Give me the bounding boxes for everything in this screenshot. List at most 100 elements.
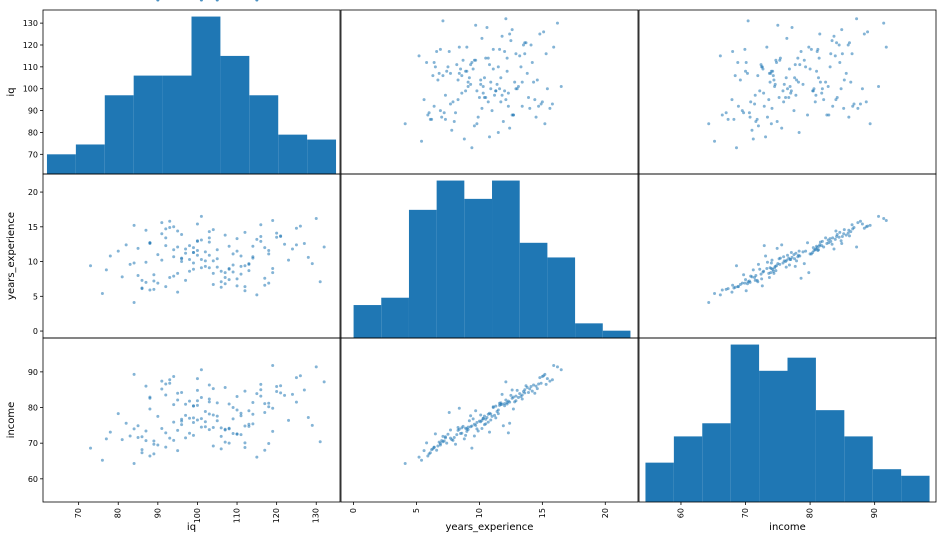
scatter-point-iq-vs-years_experience-36 (460, 91, 464, 95)
scatter-point-iq-vs-years_experience-80 (495, 82, 499, 86)
scatter-point-income-vs-iq-111 (259, 394, 263, 398)
scatter-point-iq-vs-years_experience-83 (477, 95, 481, 99)
scatter-point-years_experience-vs-iq-133 (191, 261, 195, 265)
scatter-point-years_experience-vs-iq-118 (223, 271, 227, 275)
scatter-point-years_experience-vs-iq-120 (247, 262, 251, 266)
hist-bar-income-5 (787, 357, 816, 502)
scatter-point-income-vs-iq-46 (172, 420, 176, 424)
scatter-point-years_experience-vs-iq-5 (271, 271, 275, 275)
scatter-point-income-vs-iq-149 (199, 0, 203, 2)
scatter-point-iq-vs-years_experience-137 (489, 80, 493, 84)
scatter-point-iq-vs-years_experience-14 (403, 122, 407, 126)
scatter-point-iq-vs-income-11 (730, 98, 734, 102)
scatter-point-years_experience-vs-iq-63 (267, 248, 271, 252)
scatter-point-years_experience-vs-income-139 (815, 246, 819, 250)
scatter-point-iq-vs-income-88 (761, 67, 765, 71)
scatter-point-income-vs-iq-38 (156, 443, 160, 447)
scatter-point-iq-vs-income-97 (844, 71, 848, 75)
scatter-point-years_experience-vs-iq-39 (227, 244, 231, 248)
scatter-point-income-vs-iq-138 (176, 428, 180, 432)
scatter-point-iq-vs-income-26 (820, 87, 824, 91)
scatter-point-years_experience-vs-iq-144 (188, 257, 192, 261)
scatter-point-income-vs-iq-94 (188, 399, 192, 403)
scatter-point-years_experience-vs-iq-53 (223, 276, 227, 280)
scatter-point-iq-vs-years_experience-2 (500, 34, 504, 38)
scatter-point-income-vs-iq-0 (199, 425, 203, 429)
scatter-point-iq-vs-income-89 (813, 100, 817, 104)
scatter-point-years_experience-vs-income-14 (707, 301, 711, 305)
scatter-point-years_experience-vs-iq-101 (310, 262, 314, 266)
scatter-point-years_experience-vs-iq-107 (275, 235, 279, 239)
scatter-point-income-vs-iq-3 (164, 431, 168, 435)
scatter-point-years_experience-vs-income-55 (778, 256, 782, 260)
scatter-point-iq-vs-years_experience-43 (470, 146, 474, 150)
scatter-point-years_experience-vs-iq-31 (219, 280, 223, 284)
scatter-point-iq-vs-income-56 (736, 104, 740, 108)
scatter-point-income-vs-years_experience-102 (504, 398, 508, 402)
scatter-point-iq-vs-income-71 (744, 69, 748, 73)
scatter-point-iq-vs-years_experience-102 (504, 98, 508, 102)
scatter-point-income-vs-iq-136 (144, 384, 148, 388)
scatter-point-years_experience-vs-income-127 (753, 276, 757, 280)
scatter-point-income-vs-iq-139 (263, 402, 267, 406)
scatter-point-income-vs-years_experience-75 (436, 444, 440, 448)
scatter-point-years_experience-vs-income-134 (808, 252, 812, 256)
scatter-point-years_experience-vs-iq-80 (203, 250, 207, 254)
scatter-point-income-vs-iq-113 (172, 375, 176, 378)
scatter-point-iq-vs-income-4 (720, 113, 724, 117)
scatter-point-iq-vs-income-43 (734, 146, 738, 150)
scatter-point-years_experience-vs-income-67 (830, 242, 834, 246)
scatter-point-iq-vs-income-19 (745, 71, 749, 75)
x-tick-label-income-0: 60 (676, 508, 685, 518)
scatter-point-iq-vs-years_experience-95 (435, 50, 439, 54)
x-tick-label-years_experience-1: 5 (412, 508, 421, 513)
scatter-point-iq-vs-years_experience-75 (436, 78, 440, 82)
hist-bar-years_experience-7 (547, 257, 576, 338)
scatter-point-iq-vs-income-110 (724, 111, 728, 115)
scatter-point-years_experience-vs-iq-16 (191, 267, 195, 271)
scatter-point-iq-vs-years_experience-25 (454, 111, 458, 115)
scatter-point-income-vs-iq-4 (148, 454, 152, 458)
scatter-point-income-vs-iq-2 (290, 392, 294, 396)
scatter-point-years_experience-vs-iq-89 (172, 248, 176, 252)
scatter-point-iq-vs-years_experience-111 (514, 52, 518, 56)
scatter-point-income-vs-years_experience-125 (469, 425, 473, 429)
scatter-point-income-vs-years_experience-2 (500, 392, 504, 396)
scatter-point-years_experience-vs-iq-121 (160, 232, 164, 236)
x-tick-label-years_experience-0: 0 (349, 508, 358, 513)
scatter-point-income-vs-years_experience-144 (481, 416, 485, 420)
scatter-point-iq-vs-income-9 (855, 17, 859, 21)
scatter-point-iq-vs-income-36 (762, 91, 766, 95)
scatter-point-iq-vs-income-51 (846, 43, 850, 47)
scatter-point-income-vs-years_experience-21 (474, 409, 478, 413)
scatter-point-iq-vs-income-126 (804, 65, 808, 69)
scatter-point-income-vs-iq-124 (148, 395, 152, 399)
scatter-point-iq-vs-income-2 (832, 34, 836, 38)
panel-frame-0-2 (638, 9, 937, 175)
scatter-point-years_experience-vs-iq-14 (132, 301, 136, 305)
scatter-point-years_experience-vs-iq-44 (199, 238, 203, 242)
scatter-point-years_experience-vs-iq-57 (207, 240, 211, 244)
scatter-point-years_experience-vs-income-76 (811, 246, 815, 250)
scatter-point-iq-vs-income-73 (840, 52, 844, 56)
scatter-point-iq-vs-years_experience-6 (499, 76, 503, 80)
scatter-point-years_experience-vs-iq-112 (207, 266, 211, 270)
scatter-point-iq-vs-years_experience-122 (479, 78, 483, 82)
scatter-point-income-vs-years_experience-40 (469, 414, 473, 418)
scatter-point-iq-vs-income-100 (877, 85, 881, 89)
scatter-point-iq-vs-income-14 (707, 122, 711, 126)
scatter-point-years_experience-vs-income-64 (784, 265, 788, 269)
scatter-point-income-vs-iq-135 (318, 440, 322, 444)
scatter-point-years_experience-vs-iq-102 (176, 245, 180, 249)
scatter-point-years_experience-vs-income-113 (864, 225, 868, 229)
scatter-point-income-vs-iq-97 (223, 386, 227, 390)
scatter-point-years_experience-vs-income-105 (793, 257, 797, 261)
scatter-point-iq-vs-years_experience-139 (503, 50, 507, 54)
scatter-point-income-vs-iq-128 (279, 391, 283, 395)
scatter-point-income-vs-iq-143 (243, 445, 247, 449)
hist-bar-years_experience-9 (602, 330, 631, 338)
scatter-point-iq-vs-years_experience-68 (481, 85, 485, 89)
scatter-point-years_experience-vs-iq-143 (243, 285, 247, 289)
scatter-point-income-vs-years_experience-14 (403, 462, 407, 465)
scatter-point-iq-vs-income-62 (747, 111, 751, 115)
